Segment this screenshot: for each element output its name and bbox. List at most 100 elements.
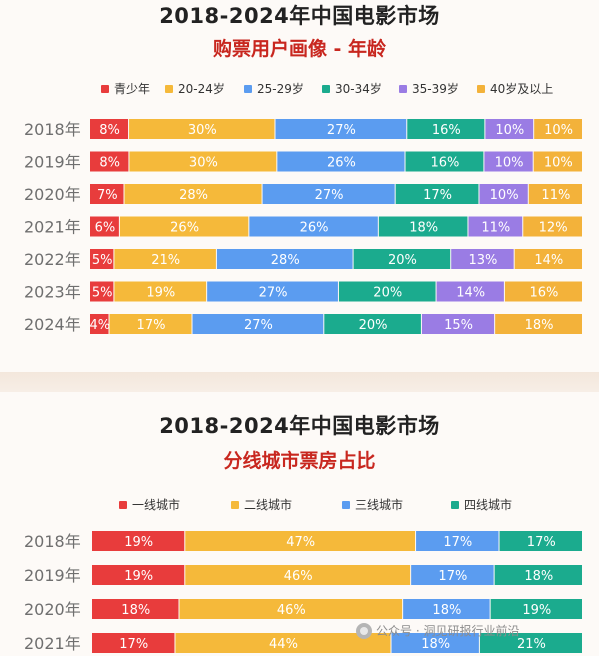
age-chart-plot: 2018年 8% 30% 27% 16% 10% 10% 2019年 8% 30% 26% 16% 10… <box>24 119 582 334</box>
bar-segment <box>324 314 421 334</box>
bar-value-label: 19% <box>146 286 175 301</box>
bar-segment <box>249 216 378 237</box>
bar-value-label: 18% <box>409 221 438 236</box>
bar-segment <box>495 314 582 334</box>
legend-label: 青少年 <box>114 82 151 96</box>
legend-swatch <box>451 501 459 509</box>
bar-value-label: 17% <box>443 535 472 550</box>
bar-segment <box>407 119 485 139</box>
bar-value-label: 21% <box>151 253 180 268</box>
bar-value-label: 18% <box>525 318 554 333</box>
bar-segment <box>207 281 338 302</box>
bar-segment <box>90 119 129 139</box>
bar-segment <box>421 314 495 334</box>
bar-value-label: 18% <box>421 637 450 652</box>
bar-segment <box>391 633 479 653</box>
bar-segment <box>403 599 490 619</box>
category-label: 2024年 <box>24 315 81 334</box>
bar-value-label: 16% <box>432 123 461 138</box>
bar-value-label: 11% <box>541 188 570 203</box>
bar-value-label: 5% <box>92 286 113 301</box>
bar-value-label: 21% <box>517 637 546 652</box>
legend-swatch <box>165 85 173 93</box>
legend-label: 三线城市 <box>355 498 404 512</box>
legend-label: 一线城市 <box>132 498 181 512</box>
bar-value-label: 20% <box>359 318 388 333</box>
bar-value-label: 6% <box>95 221 116 236</box>
legend-item: 二线城市 <box>231 496 292 513</box>
legend-swatch <box>342 501 350 509</box>
bar-segment <box>216 249 353 269</box>
bar-segment <box>499 531 582 551</box>
category-label: 2020年 <box>24 600 81 619</box>
bar-value-label: 28% <box>271 253 300 268</box>
city-chart-panel: 2018-2024年中国电影市场 分线城市票房占比 一线城市 二线城市 三线城市 四线… <box>0 392 599 656</box>
bar-segment <box>416 531 499 551</box>
bar-segment <box>90 281 114 302</box>
bar-segment <box>114 281 207 302</box>
bar-segment <box>405 151 484 172</box>
bar-segment <box>523 216 582 237</box>
bar-segment <box>277 151 405 172</box>
bar-value-label: 44% <box>269 637 298 652</box>
bar-segment <box>90 314 109 334</box>
age-chart-title: 2018-2024年中国电影市场 <box>159 4 440 28</box>
bar-value-label: 20% <box>373 286 402 301</box>
bar-value-label: 17% <box>423 188 452 203</box>
bar-segment <box>92 633 175 653</box>
bar-value-label: 17% <box>119 637 148 652</box>
category-label: 2018年 <box>24 532 81 551</box>
legend-label: 25-29岁 <box>257 82 304 96</box>
bar-value-label: 14% <box>456 286 485 301</box>
legend-swatch <box>322 85 330 93</box>
bar-value-label: 17% <box>137 318 166 333</box>
category-label: 2022年 <box>24 250 81 269</box>
category-label: 2021年 <box>24 218 81 237</box>
bar-value-label: 26% <box>170 221 199 236</box>
legend-label: 35-39岁 <box>412 82 459 96</box>
bar-value-label: 27% <box>259 286 288 301</box>
bar-segment <box>179 599 403 619</box>
bar-segment <box>90 184 124 204</box>
bar-value-label: 8% <box>99 156 120 171</box>
bar-value-label: 27% <box>315 188 344 203</box>
bar-segment <box>479 184 528 204</box>
bar-segment <box>436 281 504 302</box>
bar-segment <box>484 151 533 172</box>
bar-value-label: 17% <box>527 535 556 550</box>
legend-item: 40岁及以上 <box>477 80 553 97</box>
bar-value-label: 12% <box>539 221 568 236</box>
bar-segment <box>90 249 114 269</box>
bar-value-label: 47% <box>286 535 315 550</box>
bar-segment <box>92 531 185 551</box>
legend-item: 30-34岁 <box>322 80 382 97</box>
category-label: 2023年 <box>24 283 81 302</box>
bar-value-label: 30% <box>189 156 218 171</box>
bar-segment <box>411 565 494 585</box>
category-label: 2021年 <box>24 634 81 653</box>
bar-value-label: 16% <box>431 156 460 171</box>
bar-segment <box>451 249 514 269</box>
bar-segment <box>479 633 582 653</box>
bar-value-label: 10% <box>495 156 524 171</box>
bar-value-label: 46% <box>284 569 313 584</box>
bar-segment <box>129 119 275 139</box>
bar-segment <box>533 151 582 172</box>
city-chart-subtitle: 分线城市票房占比 <box>223 450 376 472</box>
bar-segment <box>490 599 582 619</box>
bar-segment <box>92 565 185 585</box>
bar-segment <box>109 314 192 334</box>
bar-value-label: 28% <box>179 188 208 203</box>
bar-value-label: 46% <box>277 603 306 618</box>
bar-segment <box>395 184 479 204</box>
age-chart-panel: 2018-2024年中国电影市场 购票用户画像 - 年龄 青少年 20-24岁 25… <box>24 4 582 334</box>
legend-item: 35-39岁 <box>399 80 459 97</box>
age-chart-subtitle: 购票用户画像 - 年龄 <box>212 38 387 60</box>
legend-label: 四线城市 <box>464 498 513 512</box>
bar-segment <box>528 184 582 204</box>
bar-value-label: 27% <box>327 123 356 138</box>
legend-label: 20-24岁 <box>178 82 225 96</box>
bar-value-label: 27% <box>244 318 273 333</box>
watermark-text: 公众号 · 洞见研报行业前沿 <box>376 624 520 638</box>
bar-segment <box>192 314 324 334</box>
